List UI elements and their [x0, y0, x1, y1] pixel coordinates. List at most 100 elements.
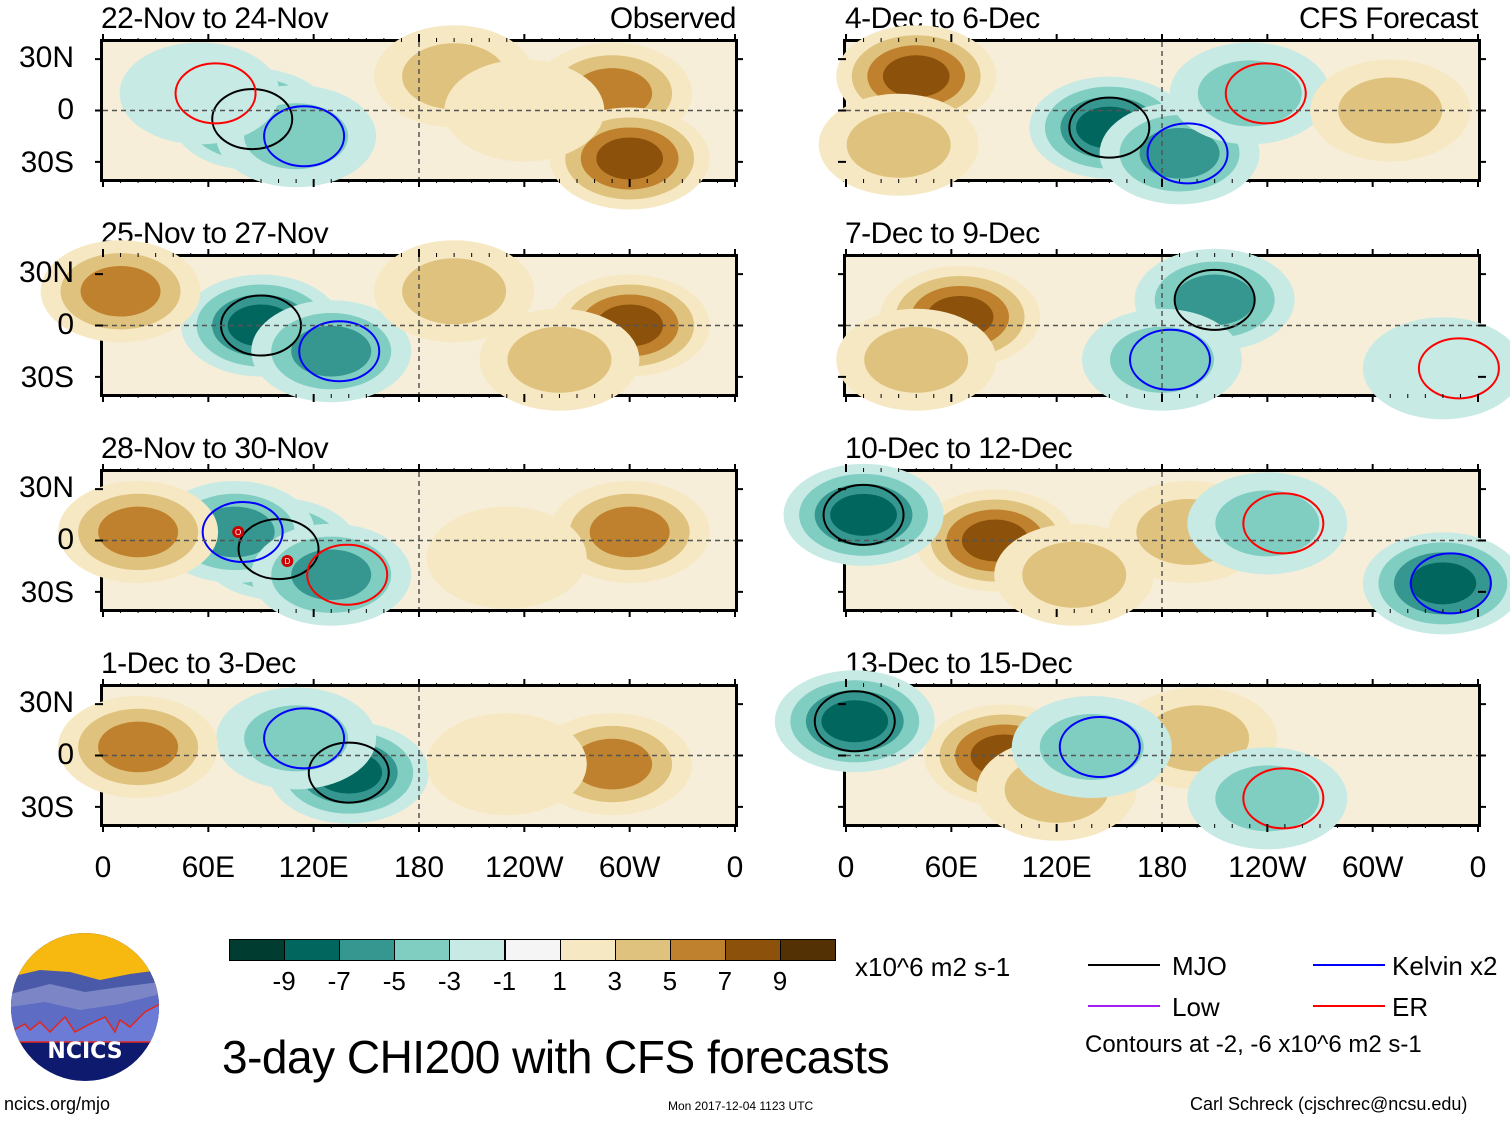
anomaly-fill-5 — [596, 137, 663, 180]
contour-line — [1173, 268, 1256, 331]
ncics-logo: NCICS — [11, 933, 159, 1081]
anomaly-fill-1 — [291, 325, 372, 377]
anomaly-fill-6 — [444, 59, 605, 162]
xtick-label: 0 — [1469, 851, 1487, 884]
map-panel-8 — [774, 670, 1486, 850]
xtick-label: 120W — [1228, 851, 1307, 884]
panel-title-1: 22-Nov to 24-Nov — [101, 2, 329, 35]
contour-line — [201, 500, 284, 563]
legend-low-line — [1088, 1005, 1160, 1007]
anomaly-fill-3 — [1139, 128, 1220, 179]
anomaly-fill-1 — [846, 111, 951, 178]
anomaly-fill-3 — [830, 493, 897, 536]
anomaly-fill-2 — [80, 265, 161, 317]
xtick-label: 60W — [1341, 851, 1404, 884]
map-panel-7 — [783, 463, 1510, 635]
anomaly-fill-4 — [589, 506, 670, 558]
contour-line — [1058, 715, 1141, 778]
contour-line — [263, 105, 346, 168]
legend-mjo-line — [1088, 964, 1160, 966]
footer-timestamp: Mon 2017-12-04 1123 UTC — [668, 1099, 814, 1113]
colorbar-swatch — [229, 939, 286, 961]
contour-line — [1242, 767, 1325, 830]
colorbar-swatch — [780, 939, 837, 961]
contour-line — [822, 483, 905, 546]
colorbar-tick-label: 7 — [717, 966, 733, 996]
colorbar-units: x10^6 m2 s-1 — [855, 952, 1011, 982]
observed-tag: Observed — [609, 2, 737, 35]
contour-line — [174, 62, 257, 125]
xtick-label: 0 — [726, 851, 744, 884]
anomaly-fill-5 — [1215, 765, 1320, 832]
ytick-30s: 30S — [20, 146, 74, 179]
contour-line — [306, 543, 389, 606]
anomaly-fill-1 — [1022, 541, 1127, 608]
panel-title-7: 10-Dec to 12-Dec — [845, 432, 1073, 465]
anomaly-fill-3 — [821, 700, 889, 743]
ytick-30n: 30N — [18, 471, 74, 504]
xtick-label: 180 — [1136, 851, 1188, 884]
ytick-30n: 30N — [18, 41, 74, 74]
legend-er-line — [1313, 1005, 1385, 1007]
xtick-label: 0 — [94, 851, 112, 884]
anomaly-fill-3 — [572, 738, 653, 790]
legend-low-label: Low — [1172, 992, 1220, 1022]
map-panel-1 — [95, 25, 743, 210]
colorbar-swatch — [504, 939, 561, 961]
anomaly-fill-5 — [402, 258, 507, 325]
panel-title-3: 28-Nov to 30-Nov — [101, 432, 329, 465]
colorbar-swatch — [669, 939, 726, 961]
map-panel-6 — [836, 248, 1510, 420]
colorbar-tick-label: 5 — [662, 966, 678, 996]
colorbar-tick-label: -1 — [492, 966, 517, 996]
panel-title-6: 7-Dec to 9-Dec — [845, 217, 1040, 250]
colorbar-swatch — [724, 939, 781, 961]
anomaly-fill-5 — [1215, 490, 1320, 557]
ytick-30s: 30S — [20, 361, 74, 394]
anomaly-fill-3 — [98, 506, 179, 558]
logo-text: NCICS — [47, 1039, 122, 1064]
xtick-label: 60E — [924, 851, 979, 884]
contour-line — [1417, 337, 1500, 400]
colorbar-tick-label: -7 — [327, 966, 351, 996]
ytick-eq: 0 — [57, 523, 74, 556]
legend-kelvin-label: Kelvin x2 — [1392, 951, 1498, 981]
anomaly-fill-0 — [882, 55, 950, 98]
contour-line — [1242, 492, 1325, 555]
colorbar-swatch — [339, 939, 396, 961]
colorbar-tick-label: 9 — [772, 966, 788, 996]
anomaly-fill-4 — [507, 326, 612, 393]
anomaly-fill-4 — [426, 713, 587, 816]
ytick-eq: 0 — [57, 93, 74, 126]
footer-url: ncics.org/mjo — [4, 1094, 111, 1114]
map-panel-4 — [58, 679, 743, 832]
xtick-label: 0 — [837, 851, 855, 884]
contour-line — [307, 741, 390, 804]
colorbar-swatch — [394, 939, 451, 961]
main-title: 3-day CHI200 with CFS forecasts — [222, 1031, 890, 1083]
panel-title-8: 13-Dec to 15-Dec — [845, 647, 1073, 680]
map-panel-5 — [818, 25, 1486, 205]
colorbar-swatch — [559, 939, 616, 961]
colorbar-tick-label: -9 — [272, 966, 296, 996]
colorbar-swatch — [284, 939, 341, 961]
colorbar-swatch — [614, 939, 671, 961]
anomaly-fill-1 — [864, 326, 969, 393]
cfs-forecast-tag: CFS Forecast — [1298, 2, 1479, 35]
storm-label: D — [284, 557, 290, 566]
legend-contour-note: Contours at -2, -6 x10^6 m2 s-1 — [1085, 1031, 1422, 1058]
storm-label: O — [235, 528, 241, 537]
xtick-label: 60E — [181, 851, 236, 884]
anomaly-fill-1 — [244, 705, 349, 772]
anomaly-fill-4 — [1039, 713, 1144, 780]
anomaly-fill-2 — [291, 549, 372, 601]
anomaly-fill-2 — [98, 721, 179, 773]
xtick-label: 120E — [278, 851, 349, 884]
anomaly-fill-2 — [119, 42, 280, 145]
colorbar-swatch — [449, 939, 506, 961]
map-panel-2 — [40, 240, 743, 411]
footer-credit: Carl Schreck (cjschrec@ncsu.edu) — [1190, 1094, 1468, 1114]
colorbar-tick-label: -5 — [382, 966, 406, 996]
contour-line — [263, 707, 346, 770]
